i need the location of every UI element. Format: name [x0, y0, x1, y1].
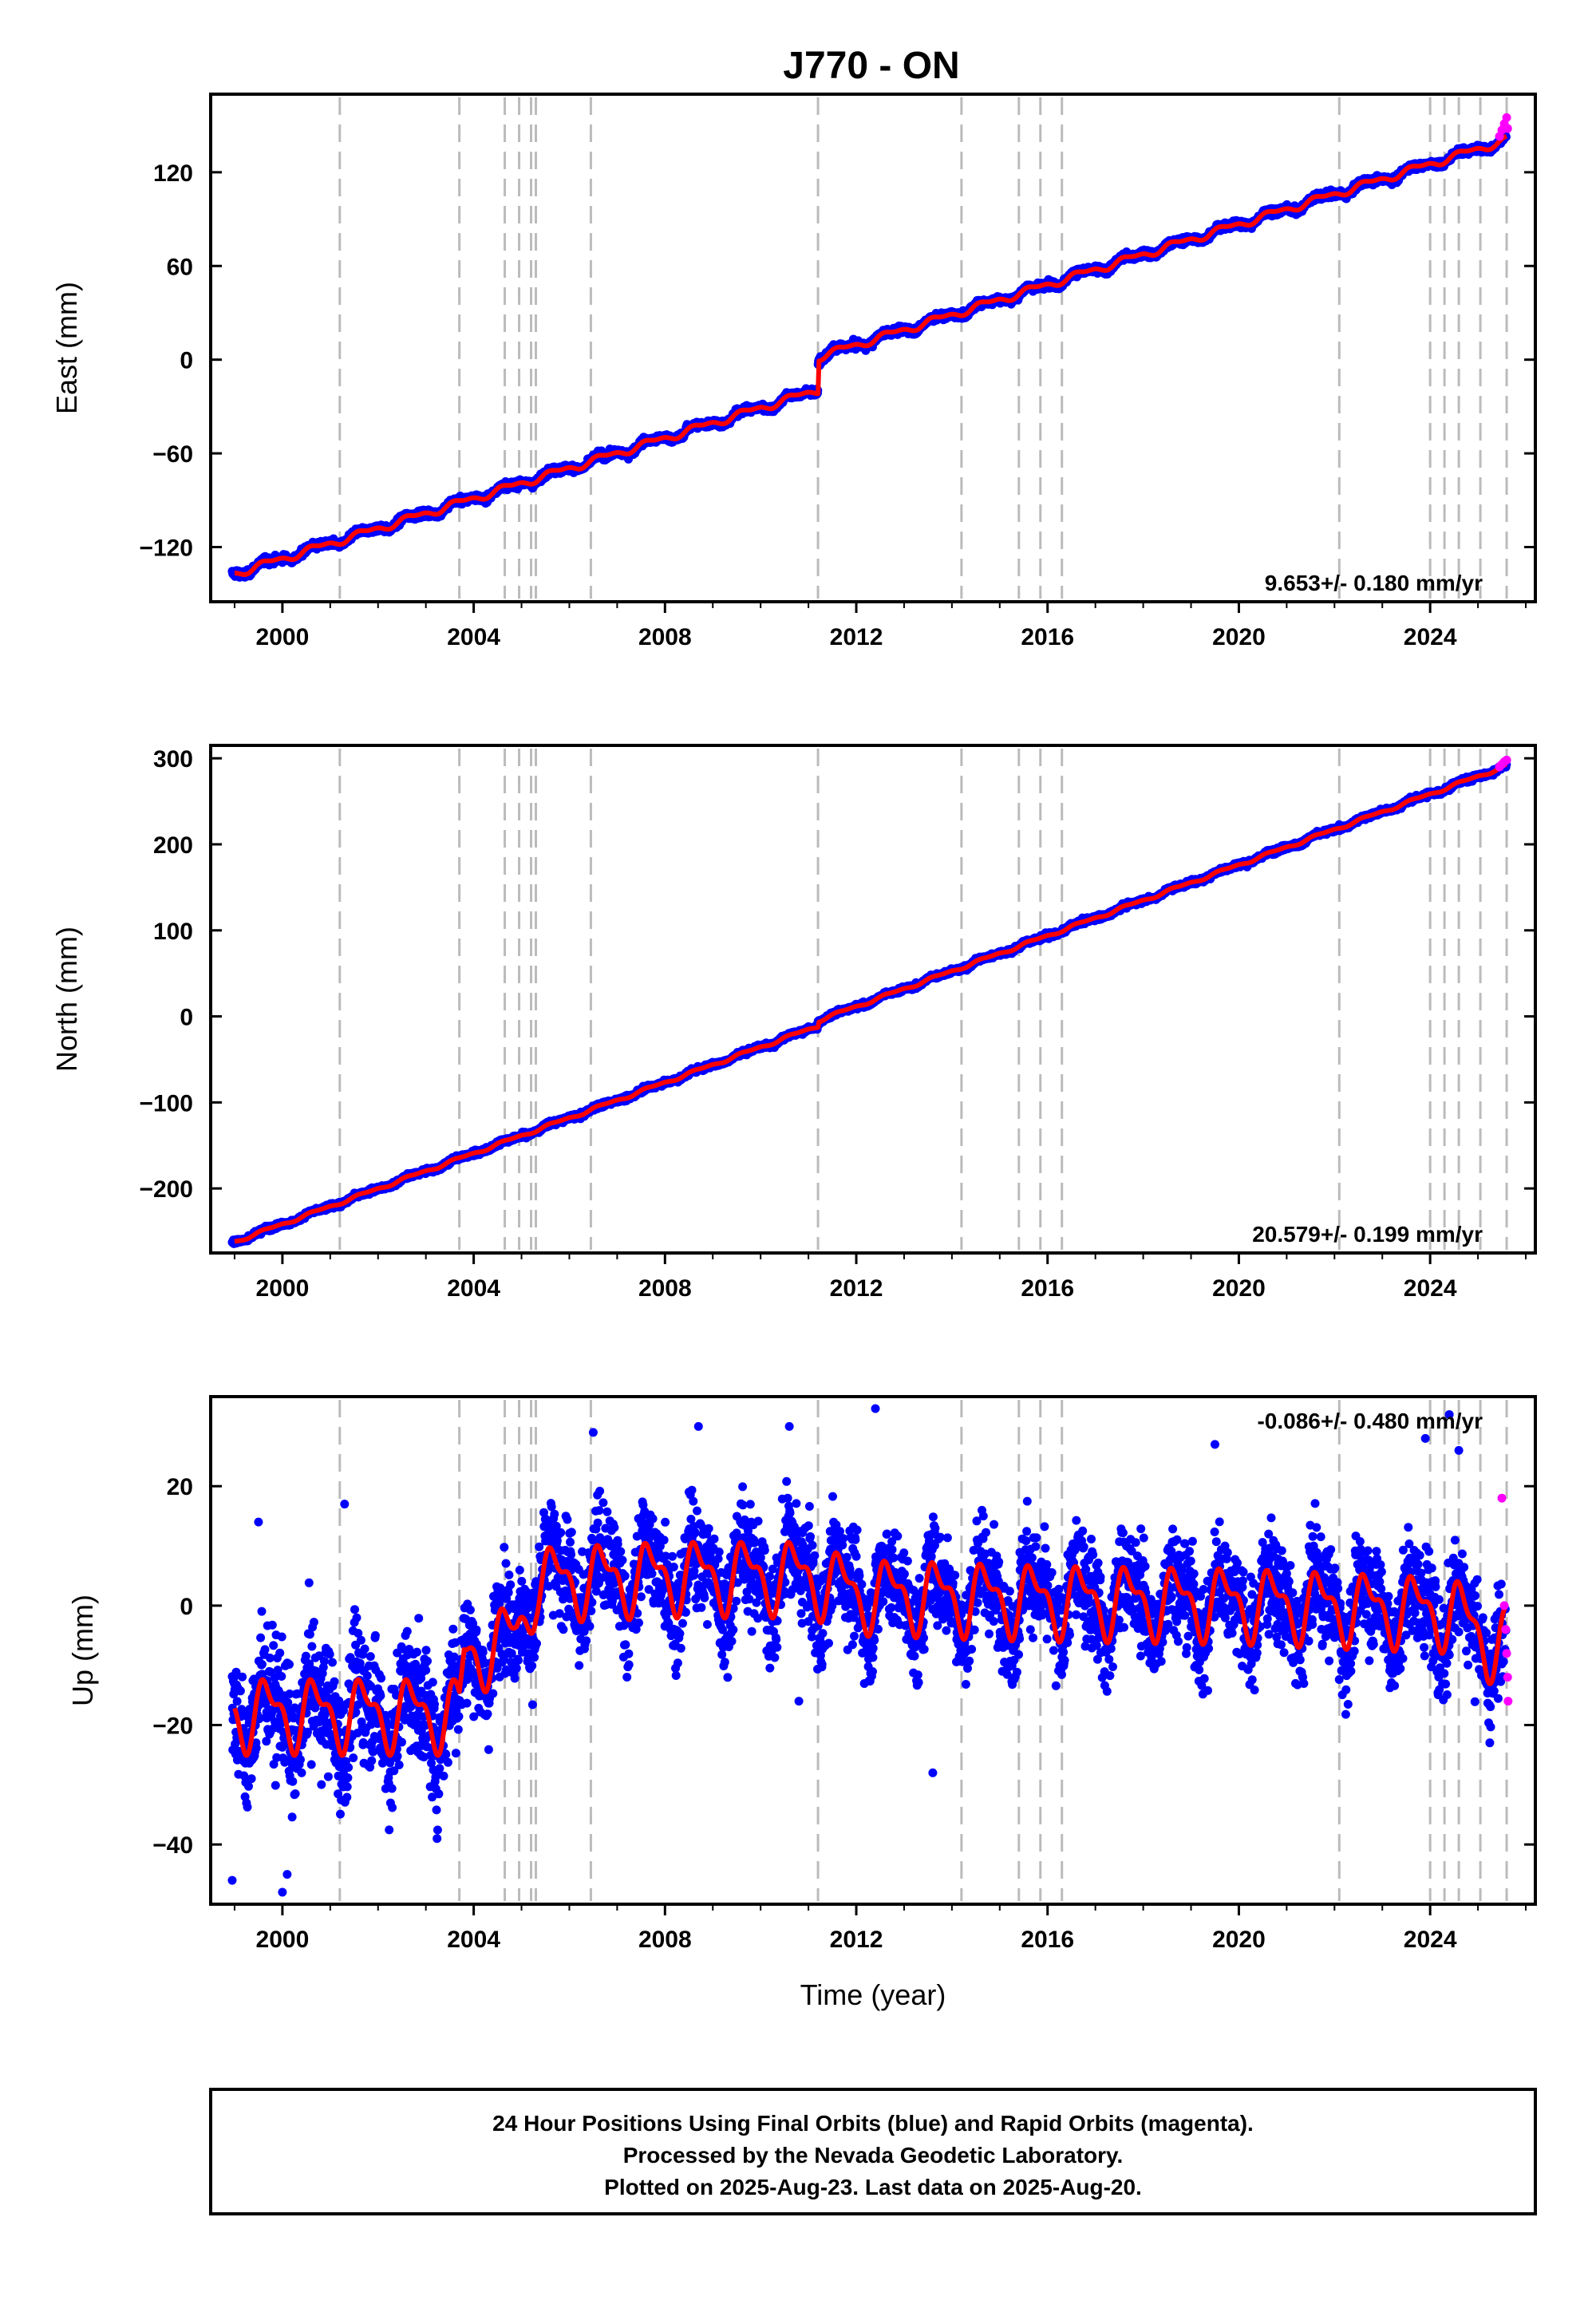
north-event-lines [338, 749, 1508, 1250]
x-tick-label: 2016 [1021, 624, 1074, 650]
y-tick-label: 60 [167, 254, 193, 280]
y-tick-label: 0 [180, 348, 193, 374]
x-tick-label: 2008 [638, 624, 692, 650]
x-tick-label: 2000 [256, 624, 310, 650]
east-rate-label: 9.653+/- 0.180 mm/yr [1265, 571, 1483, 595]
x-tick-label: 2004 [447, 624, 500, 650]
rapid-point [1502, 113, 1511, 122]
east-plot-frame [209, 93, 1537, 603]
east-panel: −120 −60 0 60 120 2000 2004 2008 2012 2016 2020 202… [50, 93, 1537, 650]
x-tick-label: 2012 [830, 624, 883, 650]
y-tick-label: 120 [153, 160, 193, 187]
y-tick-label: −60 [152, 441, 193, 468]
rapid-point [1503, 124, 1512, 133]
x-tick-label: 2024 [1404, 624, 1457, 650]
east-ylabel: East (mm) [50, 282, 83, 414]
east-event-lines [338, 97, 1508, 599]
y-tick-label: −120 [139, 536, 193, 562]
chart-title: J770 - ON [783, 45, 959, 87]
x-tick-label: 2020 [1212, 624, 1266, 650]
